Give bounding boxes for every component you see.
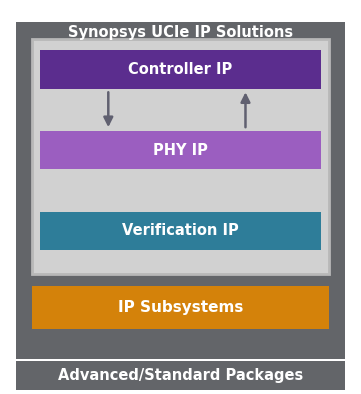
Bar [32, 39, 329, 274]
Text: PHY IP: PHY IP [153, 143, 208, 158]
Bar [40, 131, 321, 169]
Bar [16, 22, 345, 359]
Text: Controller IP: Controller IP [129, 62, 232, 77]
Bar [40, 212, 321, 250]
Text: IP Subsystems: IP Subsystems [118, 300, 243, 315]
Bar [40, 50, 321, 89]
Text: Synopsys UCIe IP Solutions: Synopsys UCIe IP Solutions [68, 25, 293, 40]
Text: Advanced/Standard Packages: Advanced/Standard Packages [58, 368, 303, 383]
Bar [16, 361, 345, 390]
Bar [32, 286, 329, 329]
Text: Verification IP: Verification IP [122, 223, 239, 238]
